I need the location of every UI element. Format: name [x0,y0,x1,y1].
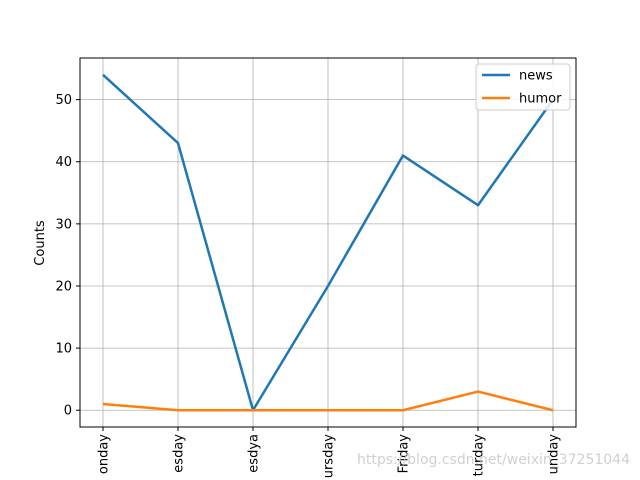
x-axis-ticks: onday esday esdya ursday Friday turday unday [97,427,562,478]
watermark: https://blog.csdn.net/weixin_37251044 [356,452,630,468]
x-tick-label-group: unday [547,434,562,475]
y-tick-label: 20 [55,279,72,294]
y-tick-label: 0 [64,404,72,419]
y-tick-label: 50 [55,93,72,108]
x-tick-label-group: esdya [247,434,262,473]
x-tick-label-group: turday [472,434,487,477]
series-line-news [102,73,555,412]
x-tick-label: Friday [397,434,412,474]
x-tick-label: esdya [247,434,262,473]
x-tick-label: ursday [322,434,337,479]
series-line-humor [102,390,554,412]
legend-label-news: news [519,69,553,84]
y-tick-label: 40 [55,155,72,170]
x-tick-label-group: onday [97,434,112,474]
x-tick-label: esday [172,434,187,473]
legend: news humor [475,63,571,111]
series-lines [102,73,555,412]
y-axis-ticks: 0 10 20 30 40 50 [55,93,80,419]
y-tick-label: 30 [55,217,72,232]
y-tick-label: 10 [55,342,72,357]
y-axis-title: Counts [33,220,48,266]
x-tick-label: turday [472,434,487,477]
x-tick-label-group: Friday [397,434,412,474]
x-tick-label-group: esday [172,434,187,473]
x-tick-label: unday [547,434,562,475]
x-tick-label-group: ursday [322,434,337,479]
legend-label-humor: humor [519,92,562,107]
x-tick-label: onday [97,434,112,474]
